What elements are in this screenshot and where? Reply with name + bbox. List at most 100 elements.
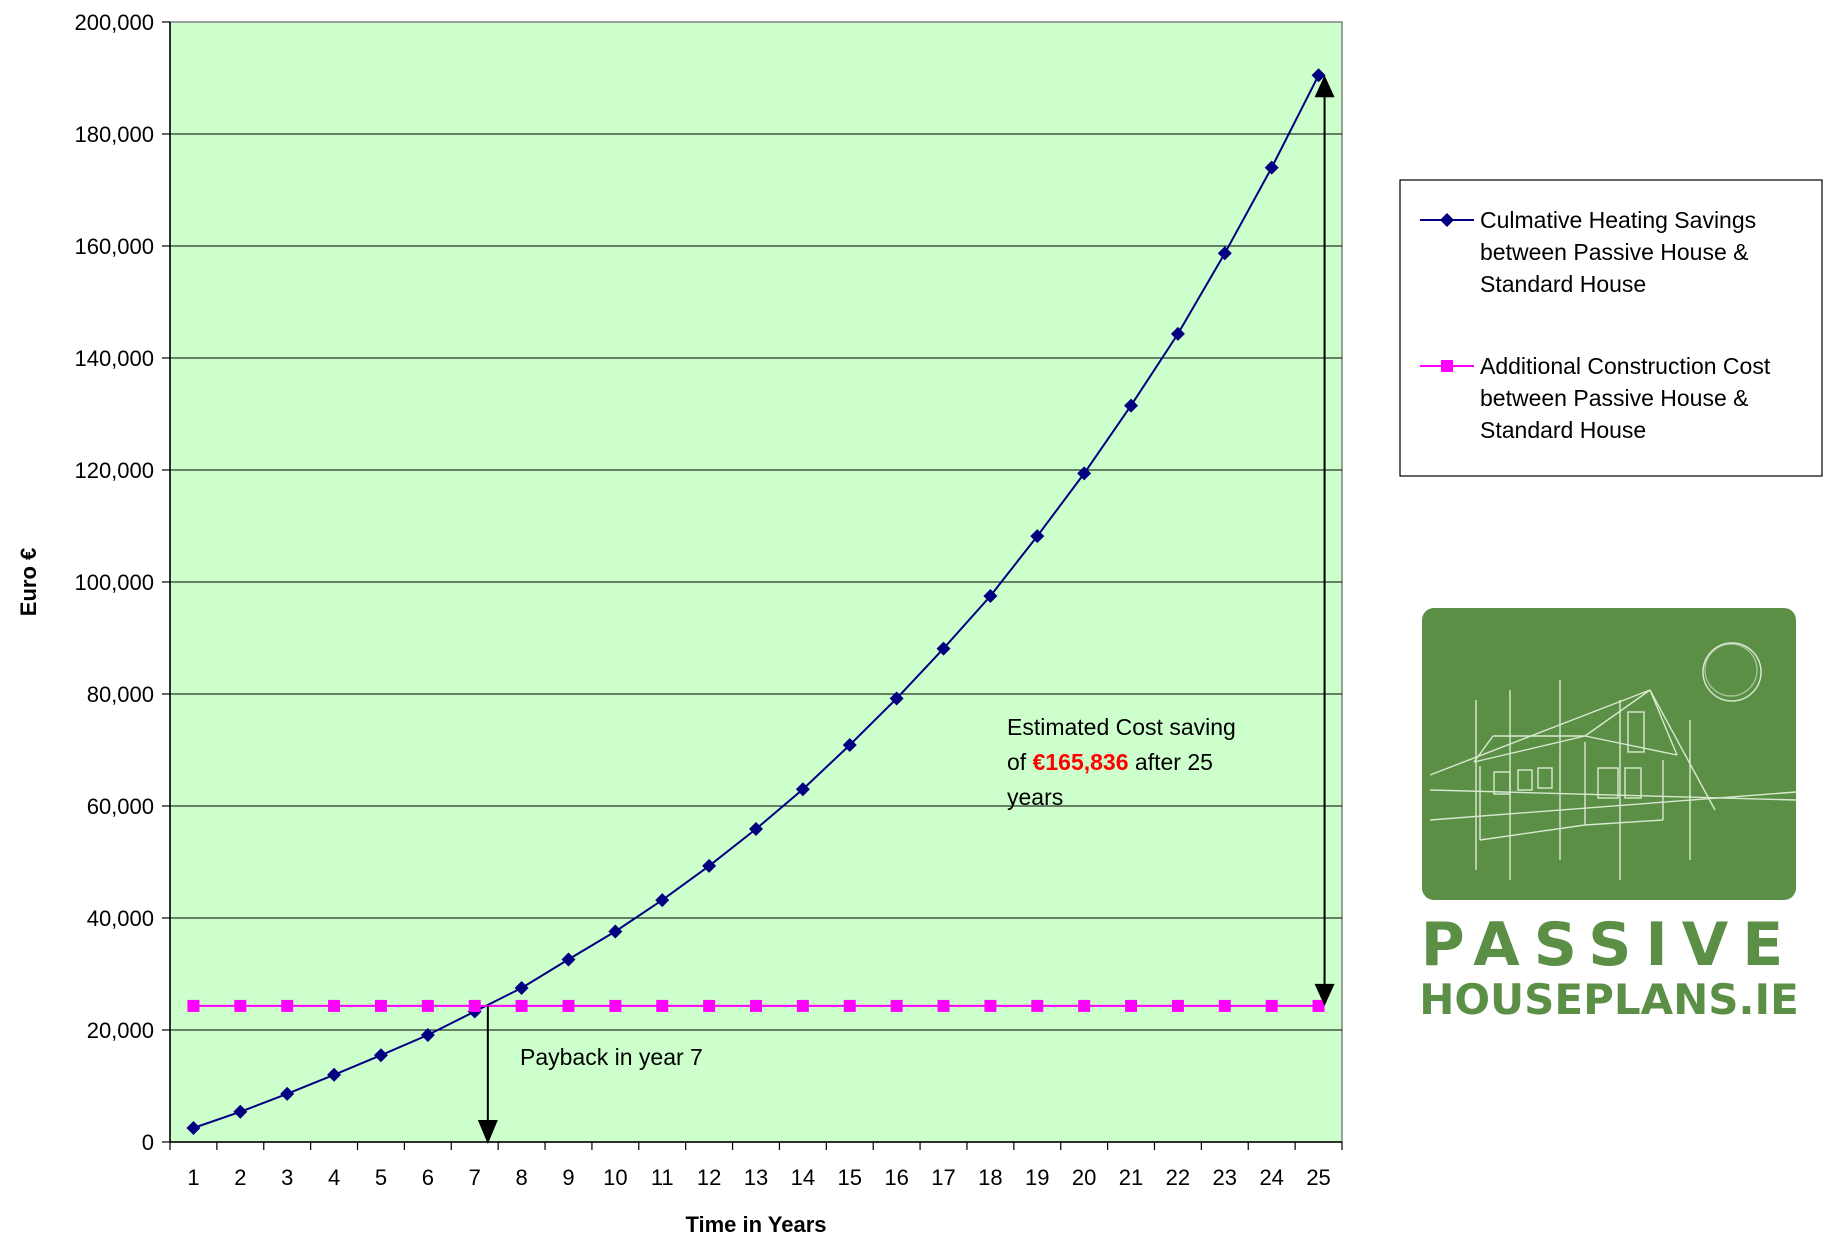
- data-point-square: [1125, 999, 1138, 1012]
- data-point-diamond: [889, 691, 904, 706]
- data-point-square: [703, 999, 716, 1012]
- y-tick-label: 120,000: [74, 458, 154, 483]
- y-tick-label: 140,000: [74, 346, 154, 371]
- x-tick-label: 20: [1072, 1165, 1096, 1190]
- x-tick-label: 23: [1213, 1165, 1237, 1190]
- data-point-square: [1031, 999, 1044, 1012]
- x-tick-label: 11: [651, 1165, 674, 1190]
- y-tick-label: 200,000: [74, 10, 154, 35]
- x-tick-label: 9: [562, 1165, 574, 1190]
- x-tick-label: 7: [469, 1165, 481, 1190]
- y-tick-label: 180,000: [74, 122, 154, 147]
- x-tick-label: 5: [375, 1165, 387, 1190]
- data-point-square: [515, 999, 528, 1012]
- x-tick-label: 3: [281, 1165, 293, 1190]
- y-axis: 0 20,000 40,000 60,000 80,000 100,000 120,000 1…: [74, 10, 171, 1155]
- data-point-diamond: [514, 981, 529, 995]
- payback-arrow-head: [477, 1120, 498, 1144]
- data-point-square: [421, 999, 434, 1012]
- x-axis-title: Time in Years: [685, 1212, 826, 1236]
- savings-annotation-line1: Estimated Cost saving: [1007, 714, 1236, 740]
- logo-word-passive: PASSIVE: [1421, 910, 1797, 980]
- data-point-diamond: [186, 1121, 201, 1135]
- data-point-diamond: [1311, 68, 1326, 83]
- x-tick-label: 15: [838, 1165, 862, 1190]
- legend-series1-line3: Standard House: [1480, 271, 1646, 297]
- data-point-square: [984, 999, 997, 1012]
- y-tick-label: 40,000: [87, 906, 154, 931]
- series-layer: [186, 68, 1326, 1135]
- x-tick-label: 13: [744, 1165, 768, 1190]
- data-point-diamond: [655, 893, 670, 908]
- payback-annotation: Payback in year 7: [520, 1044, 703, 1070]
- x-tick-label: 25: [1306, 1165, 1330, 1190]
- data-point-square: [1312, 999, 1325, 1012]
- x-tick-label: 4: [328, 1165, 340, 1190]
- legend-series2-marker: [1441, 360, 1453, 372]
- legend-series2-line2: between Passive House &: [1480, 385, 1749, 411]
- data-point-square: [1078, 999, 1091, 1012]
- legend: Culmative Heating Savings between Passiv…: [1399, 179, 1823, 477]
- data-point-diamond: [561, 952, 576, 967]
- data-point-diamond: [373, 1048, 388, 1063]
- data-point-diamond: [983, 589, 998, 603]
- data-point-diamond: [280, 1086, 295, 1101]
- savings-annotation-value: €165,836: [1033, 749, 1129, 775]
- savings-annotation-line3: years: [1007, 784, 1063, 810]
- logo-tile: [1422, 608, 1796, 900]
- x-tick-label: 10: [603, 1165, 627, 1190]
- x-axis: 1 2 3 4 5 6 7 8 9 10 11 12 13 14 15 16 17 18 19 20 21 22 23 24 2…: [169, 1141, 1343, 1190]
- legend-series1-label: Culmative Heating Savings between Passiv…: [1480, 207, 1763, 297]
- logo-word-houseplans: HOUSEPLANS.IE: [1419, 975, 1799, 1024]
- data-point-square: [750, 999, 762, 1012]
- y-tick-label: 80,000: [87, 682, 154, 707]
- y-tick-label: 100,000: [74, 570, 154, 595]
- legend-series2-line1: Additional Construction Cost: [1480, 353, 1771, 379]
- y-tick-label: 0: [142, 1130, 154, 1155]
- data-point-diamond: [1077, 466, 1092, 481]
- annotation-arrows: [477, 75, 1335, 1144]
- savings-annotation-suffix: after 25: [1129, 749, 1213, 775]
- data-point-diamond: [608, 924, 623, 939]
- data-point-square: [656, 999, 669, 1012]
- x-tick-label: 6: [422, 1165, 434, 1190]
- data-point-diamond: [1264, 160, 1279, 175]
- data-point-square: [609, 999, 622, 1012]
- legend-series1-marker: [1440, 213, 1454, 227]
- x-tick-label: 1: [187, 1165, 199, 1190]
- y-tick-label: 20,000: [87, 1018, 154, 1043]
- data-point-diamond: [327, 1067, 342, 1082]
- x-tick-label: 8: [515, 1165, 527, 1190]
- data-point-square: [234, 999, 247, 1012]
- x-tick-label: 22: [1166, 1165, 1190, 1190]
- savings-annotation-prefix: of: [1007, 749, 1033, 775]
- passive-houseplans-logo: PASSIVE HOUSEPLANS.IE: [1419, 608, 1799, 1024]
- x-tick-label: 24: [1259, 1165, 1283, 1190]
- data-point-square: [937, 999, 950, 1012]
- house-sketch-icon: [1429, 642, 1797, 880]
- legend-series1-line2: between Passive House &: [1480, 239, 1749, 265]
- legend-series1-line1: Culmative Heating Savings: [1480, 207, 1756, 233]
- data-point-square: [468, 999, 481, 1012]
- data-point-square: [562, 999, 575, 1012]
- data-point-square: [796, 999, 809, 1012]
- data-point-square: [328, 999, 341, 1012]
- x-tick-label: 17: [931, 1165, 955, 1190]
- data-point-square: [374, 999, 387, 1012]
- data-point-square: [1218, 999, 1231, 1012]
- data-point-square: [281, 999, 294, 1012]
- data-point-square: [187, 999, 200, 1012]
- x-tick-label: 19: [1025, 1165, 1049, 1190]
- data-point-diamond: [1030, 529, 1045, 544]
- data-point-diamond: [795, 782, 810, 797]
- y-tick-label: 60,000: [87, 794, 154, 819]
- data-point-square: [890, 999, 903, 1012]
- legend-series2-label: Additional Construction Cost between Pas…: [1480, 353, 1777, 443]
- savings-arrow-head-bottom: [1314, 983, 1335, 1006]
- data-point-diamond: [1217, 246, 1232, 261]
- legend-box: [1399, 179, 1823, 477]
- data-point-diamond: [420, 1028, 435, 1043]
- data-point-diamond: [702, 858, 717, 873]
- data-point-diamond: [749, 821, 763, 836]
- savings-arrow-head-top: [1314, 75, 1335, 98]
